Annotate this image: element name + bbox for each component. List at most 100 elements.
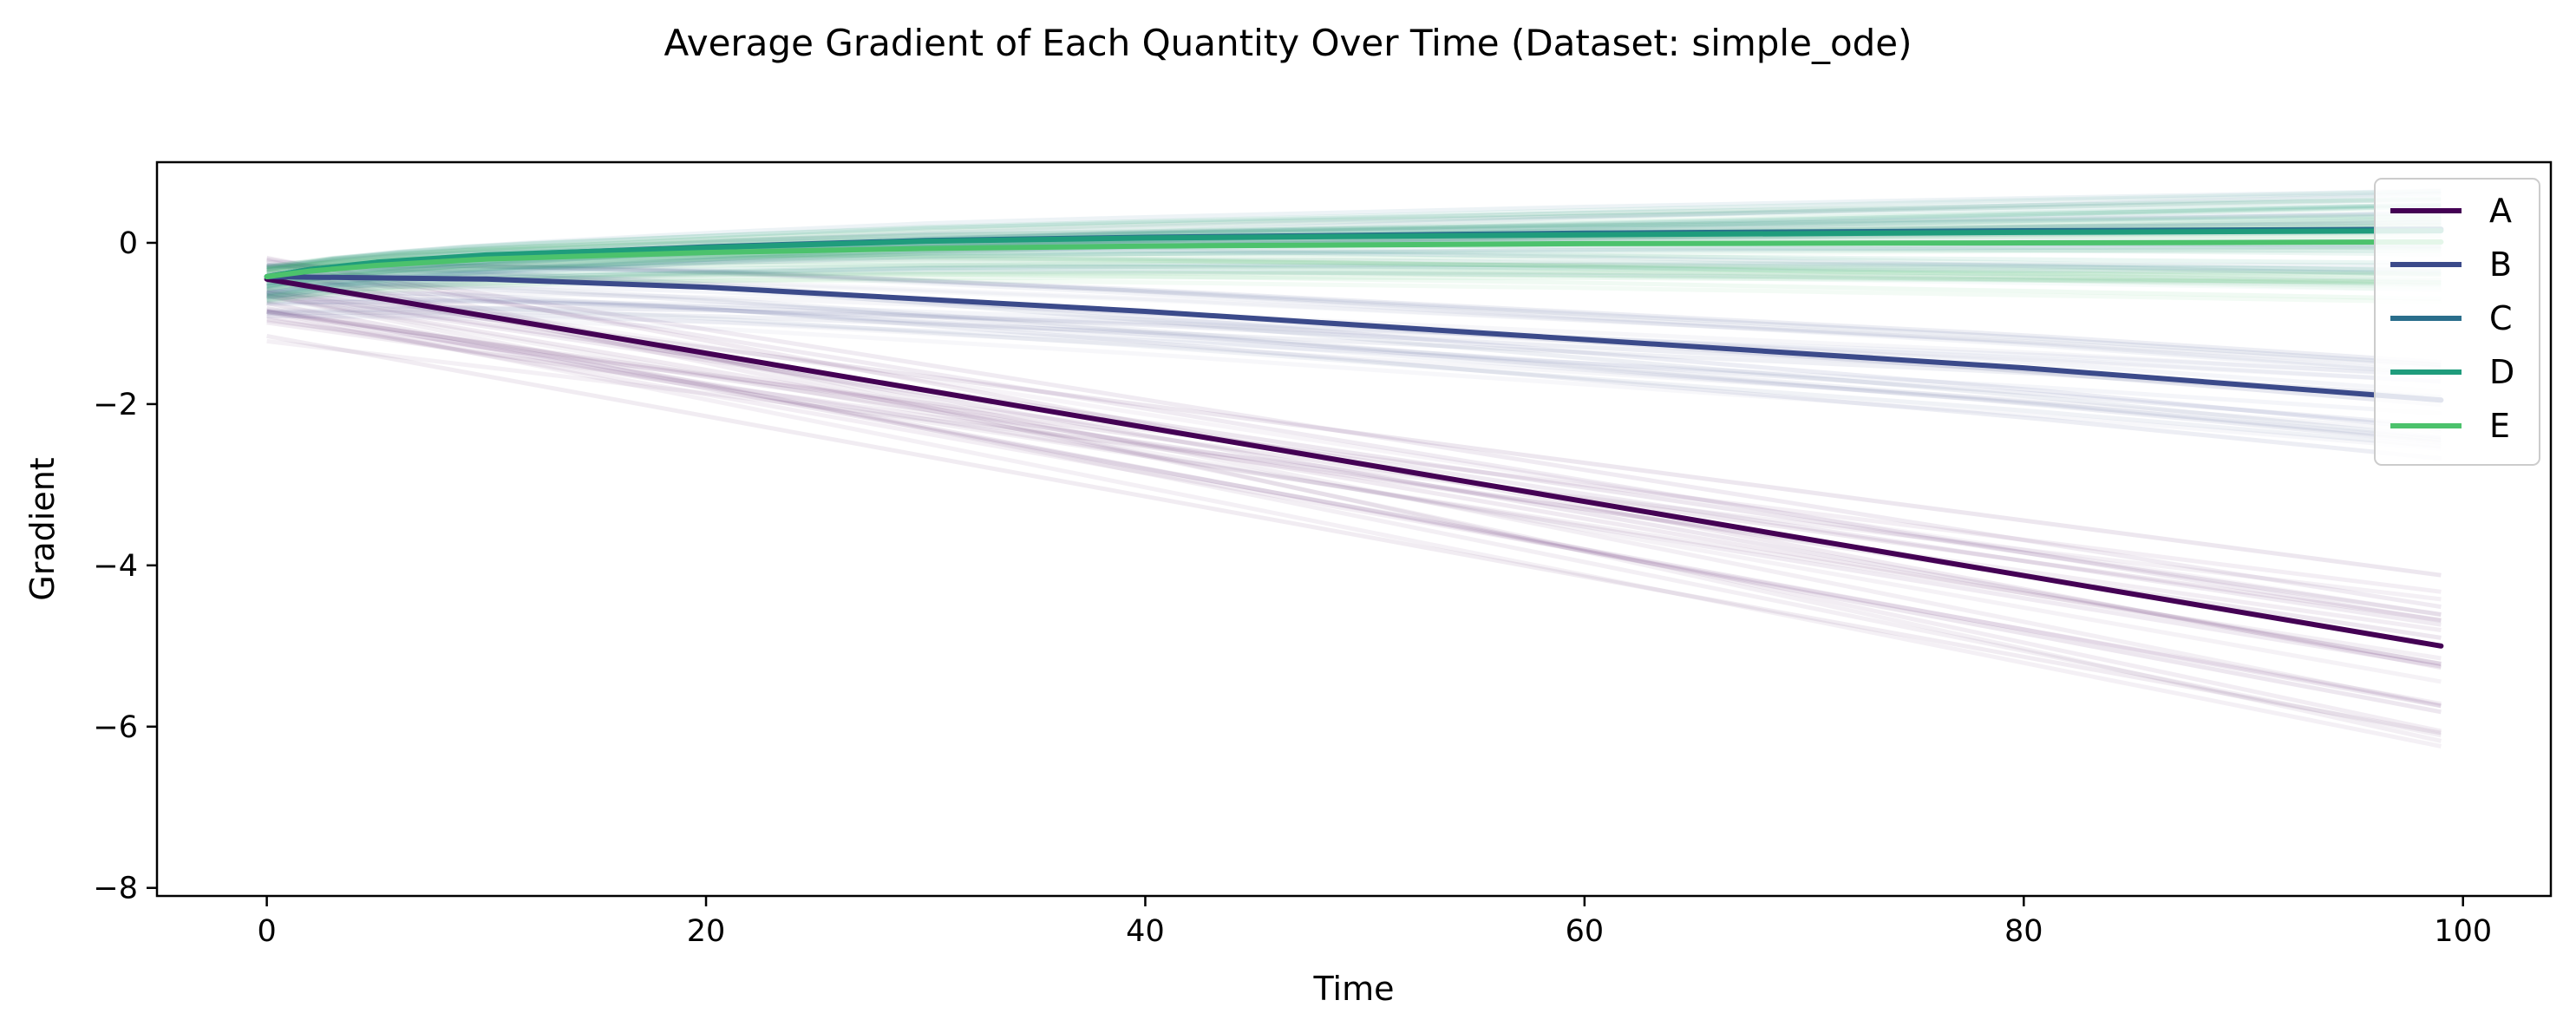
trace-line xyxy=(266,247,2442,289)
plot-frame xyxy=(155,160,2553,898)
trace-line xyxy=(266,217,2442,302)
trace-line xyxy=(266,265,2442,299)
trace-line xyxy=(266,291,2442,627)
trace-line xyxy=(266,222,2442,272)
trace-line xyxy=(266,276,2442,617)
trace-cloud xyxy=(266,188,2442,749)
x-tick-label: 40 xyxy=(1126,914,1165,949)
trace-line xyxy=(266,317,2442,661)
trace-line xyxy=(266,197,2442,282)
trace-line xyxy=(266,258,2442,283)
legend-box xyxy=(2374,178,2540,466)
trace-line xyxy=(266,257,2442,282)
trace-line xyxy=(266,188,2442,271)
trace-line xyxy=(266,306,2442,377)
series-line-e xyxy=(264,239,2444,279)
y-tick-label: −4 xyxy=(93,549,138,584)
trace-line xyxy=(266,313,2442,416)
trace-line xyxy=(266,245,2442,290)
trace-line xyxy=(266,263,2442,432)
trace-line xyxy=(266,262,2442,624)
legend-label-c: C xyxy=(2489,299,2513,337)
trace-line xyxy=(266,197,2442,272)
trace-line xyxy=(266,263,2442,286)
trace-line xyxy=(266,278,2442,443)
series-line-b xyxy=(264,274,2444,403)
y-tick-label: −2 xyxy=(93,388,138,422)
trace-line xyxy=(266,293,2442,738)
trace-line xyxy=(266,271,2442,301)
trace-line xyxy=(266,216,2442,276)
trace-line xyxy=(266,295,2442,428)
trace-line xyxy=(266,264,2442,368)
trace-line xyxy=(266,333,2442,736)
trace-line xyxy=(266,338,2442,602)
trace-line xyxy=(266,220,2442,269)
trace-line xyxy=(266,301,2442,449)
x-tick-label: 20 xyxy=(687,914,726,949)
trace-line xyxy=(266,197,2442,272)
chart-title: Average Gradient of Each Quantity Over T… xyxy=(664,22,1912,64)
trace-line xyxy=(266,270,2442,303)
trace-line xyxy=(266,268,2442,298)
trace-line xyxy=(266,260,2442,375)
trace-line xyxy=(266,262,2442,304)
y-axis: 0 −2 −4 −6 −8 xyxy=(93,226,157,906)
trace-line xyxy=(266,257,2442,288)
trace-line xyxy=(266,310,2442,434)
trace-line xyxy=(266,277,2442,369)
legend-label-d: D xyxy=(2489,353,2514,391)
trace-line xyxy=(266,309,2442,749)
trace-line xyxy=(266,248,2442,291)
legend-label-a: A xyxy=(2489,192,2512,230)
trace-line xyxy=(266,251,2442,284)
trace-line xyxy=(266,267,2442,734)
y-tick-label: −6 xyxy=(93,710,138,745)
legend-label-b: B xyxy=(2489,245,2512,284)
y-tick-label: 0 xyxy=(119,226,138,261)
trace-line xyxy=(266,286,2442,461)
x-tick-label: 60 xyxy=(1566,914,1605,949)
trace-line xyxy=(266,278,2442,304)
trace-line xyxy=(266,244,2442,296)
trace-line xyxy=(266,206,2442,271)
trace-line xyxy=(266,291,2442,441)
trace-line xyxy=(266,202,2442,271)
trace-line xyxy=(266,190,2442,283)
trace-line xyxy=(266,301,2442,715)
trace-line xyxy=(266,189,2442,278)
trace-line xyxy=(266,271,2442,297)
trace-line xyxy=(266,266,2442,293)
trace-line xyxy=(266,289,2442,618)
trace-line xyxy=(266,313,2442,706)
x-tick-label: 80 xyxy=(2004,914,2043,949)
trace-line xyxy=(266,291,2442,379)
trace-line xyxy=(266,196,2442,269)
trace-line xyxy=(266,287,2442,578)
trace-line xyxy=(266,255,2442,285)
trace-line xyxy=(266,257,2442,610)
x-axis: 0 20 40 60 80 100 xyxy=(257,896,2492,949)
trace-line xyxy=(266,293,2442,666)
trace-line xyxy=(266,304,2442,384)
trace-line xyxy=(266,264,2442,365)
trace-line xyxy=(266,213,2442,272)
trace-line xyxy=(266,219,2442,297)
series-lines xyxy=(264,226,2444,649)
trace-line xyxy=(266,305,2442,709)
x-tick-label: 0 xyxy=(257,914,276,949)
trace-line xyxy=(266,318,2442,594)
trace-line xyxy=(266,310,2442,400)
trace-line xyxy=(266,244,2442,303)
trace-line xyxy=(266,262,2442,297)
trace-line xyxy=(266,309,2442,669)
trace-line xyxy=(266,298,2442,384)
trace-line xyxy=(266,313,2442,451)
x-axis-label: Time xyxy=(1313,970,1395,1008)
trace-line xyxy=(266,269,2442,300)
trace-line xyxy=(266,263,2442,376)
trace-line xyxy=(266,320,2442,632)
x-tick-label: 100 xyxy=(2434,914,2492,949)
